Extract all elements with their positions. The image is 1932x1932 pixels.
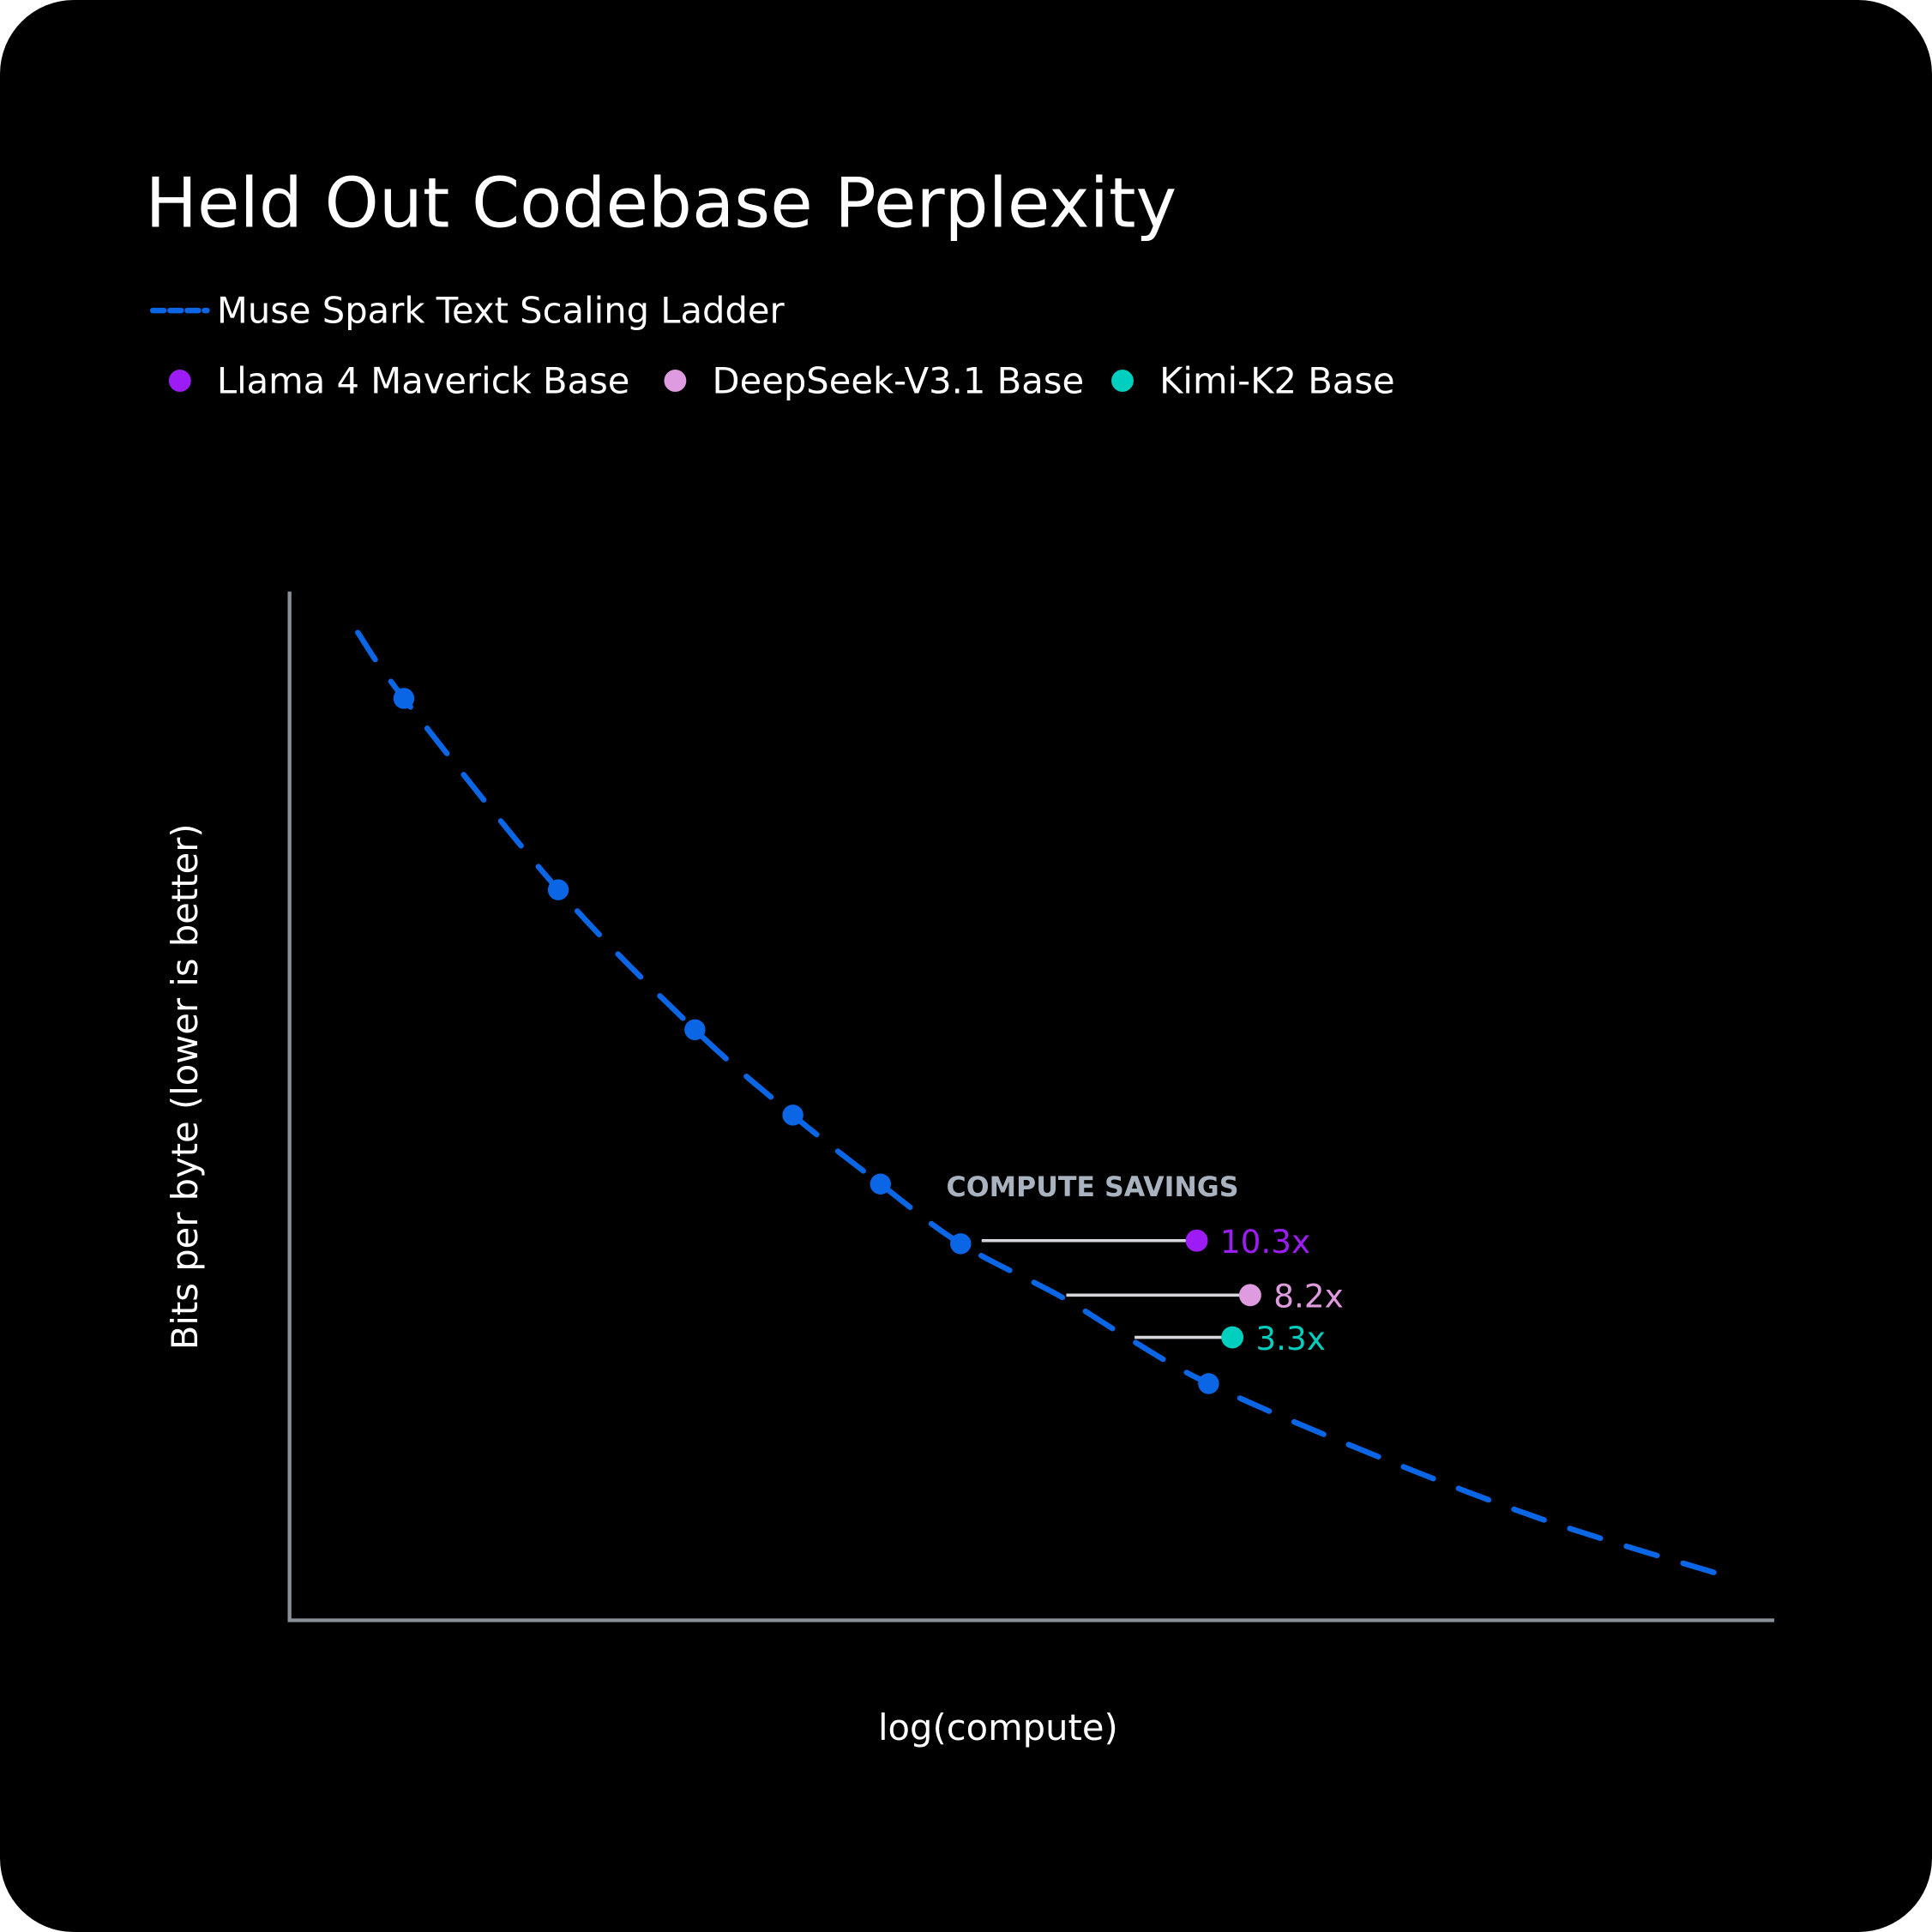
plot-area: 10.3x 8.2x 3.3x — [355, 629, 1725, 1578]
ladder-point-7 — [1198, 1373, 1219, 1394]
ladder-line — [355, 629, 1725, 1578]
legend-dot-kimi — [1111, 370, 1134, 392]
legend-label-llama: Llama 4 Maverick Base — [217, 359, 630, 401]
ladder-point-6 — [950, 1233, 972, 1255]
comparison-point-1 — [1185, 1229, 1208, 1252]
legend-dot-llama — [168, 370, 191, 392]
legend-label-ladder: Muse Spark Text Scaling Ladder — [217, 289, 785, 331]
axes — [287, 591, 1775, 1622]
comparison-point-2 — [1238, 1284, 1261, 1307]
savings-label-2: 8.2x — [1273, 1278, 1344, 1315]
x-axis-label: log(compute) — [878, 1706, 1118, 1748]
compute-savings-annotation: COMPUTE SAVINGS — [947, 1172, 1239, 1203]
ladder-point-5 — [870, 1173, 891, 1195]
legend-label-kimi: Kimi-K2 Base — [1159, 359, 1395, 401]
y-axis-label: Bits per byte (lower is better) — [164, 823, 206, 1350]
ladder-point-3 — [684, 1019, 706, 1041]
ladder-point-4 — [782, 1104, 803, 1126]
ladder-point-1 — [393, 688, 415, 709]
legend-label-deepseek: DeepSeek-V3.1 Base — [713, 359, 1085, 401]
chart-title: Held Out Codebase Perplexity — [146, 162, 1177, 243]
legend-dot-deepseek — [664, 370, 687, 392]
comparison-point-3 — [1221, 1326, 1244, 1349]
savings-label-1: 10.3x — [1220, 1223, 1310, 1261]
ladder-point-2 — [547, 879, 569, 900]
savings-label-3: 3.3x — [1255, 1320, 1325, 1357]
